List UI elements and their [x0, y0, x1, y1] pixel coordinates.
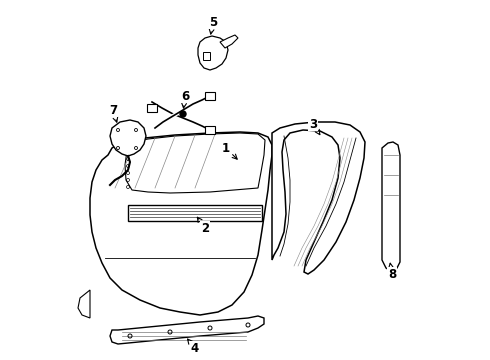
Text: 7: 7: [109, 104, 118, 122]
Text: 2: 2: [197, 217, 209, 234]
Text: 5: 5: [209, 15, 217, 34]
Polygon shape: [220, 35, 238, 48]
Text: 6: 6: [181, 90, 189, 108]
Circle shape: [180, 111, 186, 117]
Polygon shape: [90, 132, 272, 315]
Polygon shape: [272, 122, 365, 274]
Bar: [147, 104, 157, 112]
Text: 1: 1: [222, 141, 237, 159]
Polygon shape: [128, 205, 262, 221]
Bar: [205, 92, 215, 100]
Polygon shape: [78, 290, 90, 318]
Text: 8: 8: [388, 263, 396, 280]
Bar: [205, 126, 215, 134]
Text: 3: 3: [309, 117, 320, 135]
Polygon shape: [382, 142, 400, 272]
Polygon shape: [110, 316, 264, 344]
Polygon shape: [125, 133, 265, 193]
Polygon shape: [110, 120, 146, 156]
Polygon shape: [203, 52, 210, 60]
Polygon shape: [198, 36, 228, 70]
Text: 4: 4: [188, 339, 199, 355]
